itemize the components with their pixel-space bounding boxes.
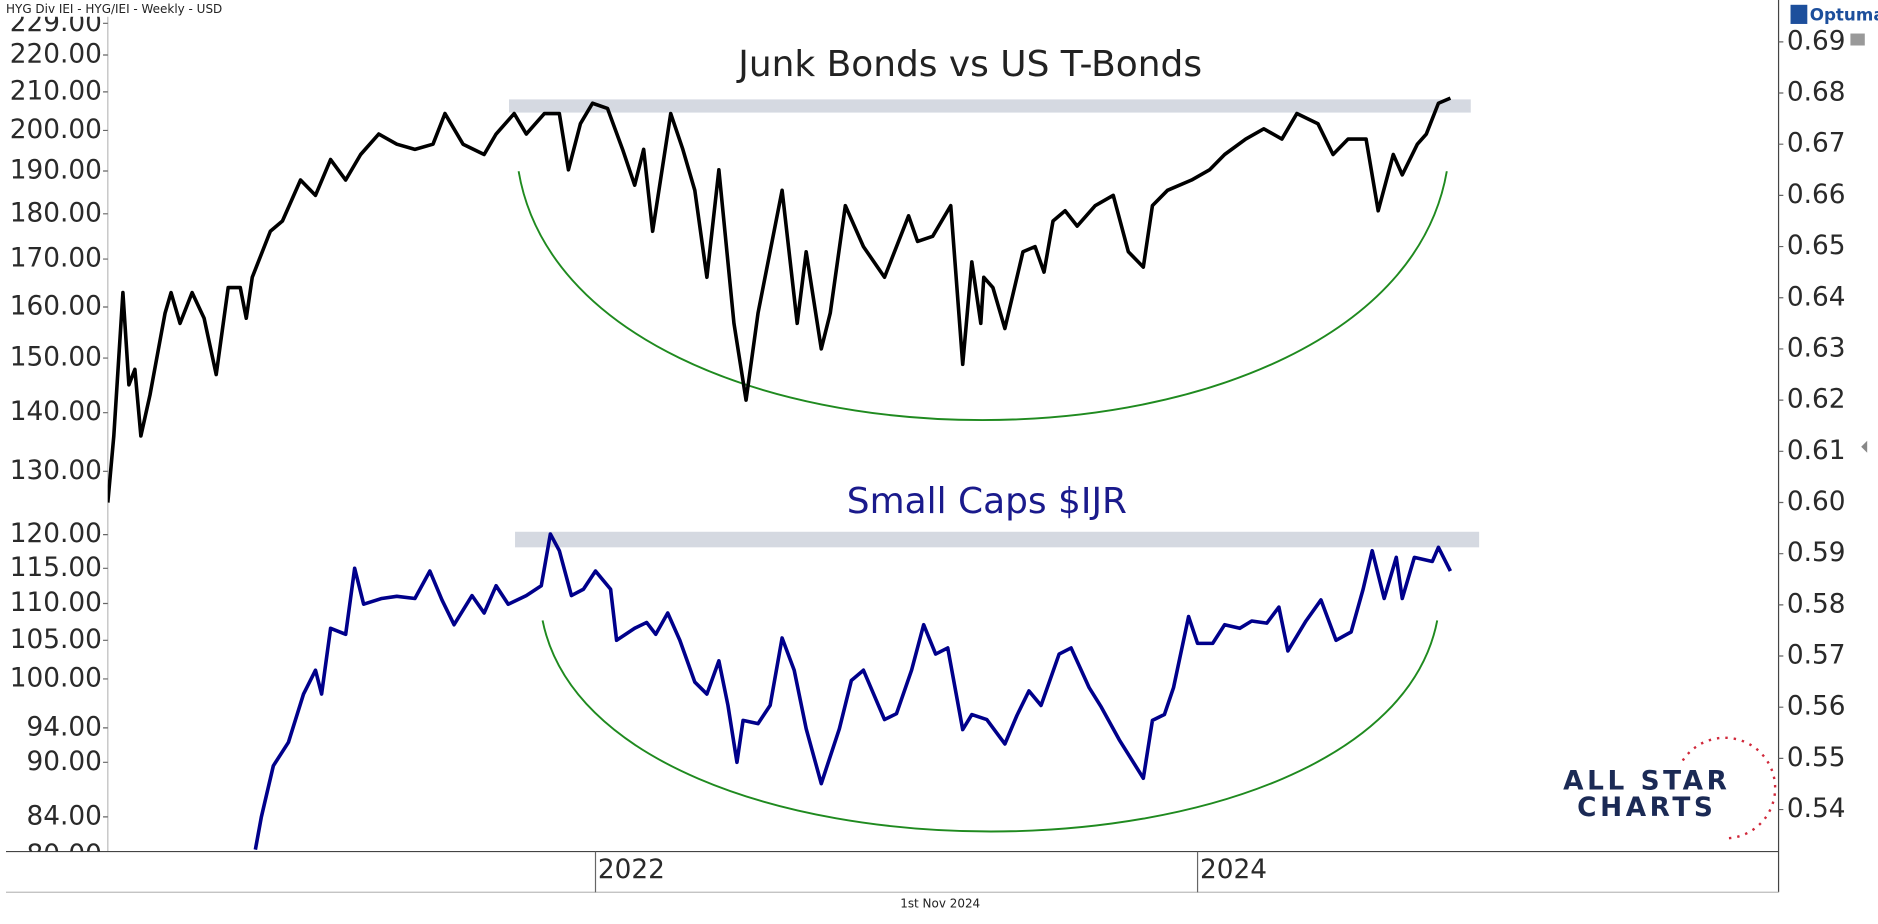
y2-tick-label: 0.59 [1787,538,1846,568]
y2-tick-label: 0.54 [1787,794,1846,824]
y2-tick-label: 0.60 [1787,487,1846,517]
series-line [253,532,1453,850]
y-tick-label: 190.00 [10,156,102,186]
y2-tick-label: 0.64 [1787,282,1846,312]
base-arc [541,620,1439,833]
y-tick-label: 110.00 [10,588,102,618]
y-tick-label: 100.00 [10,663,102,693]
y-tick-label: 120.00 [10,519,102,549]
y-tick-label: 140.00 [10,397,102,427]
series-line [107,96,1452,503]
y-tick-label: 150.00 [10,343,102,373]
y-tick-label: 80.00 [26,840,101,870]
y-tick-label: 180.00 [10,198,102,228]
y2-tick-label: 0.68 [1787,78,1846,108]
watermark: ALL STAR [1563,767,1730,797]
brand-icon [1790,4,1808,24]
y-tick-label: 200.00 [10,115,102,145]
y-tick-label: 160.00 [10,292,102,322]
collapse-arrow[interactable] [1861,440,1868,453]
y2-tick-label: 0.63 [1787,333,1846,363]
brand: Optuma [1810,5,1878,25]
y2-tick-label: 0.62 [1787,385,1846,415]
y-tick-label: 130.00 [10,456,102,486]
y2-tick-label: 0.58 [1787,589,1846,619]
base-arc [517,171,1448,421]
y-tick-label: 94.00 [26,712,101,742]
y-tick-label: 229.00 [10,8,102,38]
y-tick-label: 84.00 [26,801,101,831]
y2-tick-label: 0.66 [1787,180,1846,210]
y-tick-label: 170.00 [10,244,102,274]
y-tick-label: 115.00 [10,553,102,583]
footer-date: 1st Nov 2024 [900,897,980,911]
x-tick-label: 2022 [598,855,665,885]
y-tick-label: 90.00 [26,747,101,777]
y2-tick-label: 0.69 [1787,26,1846,56]
watermark: CHARTS [1577,793,1716,823]
lock-icon [1850,33,1865,46]
y2-tick-label: 0.55 [1787,743,1846,773]
y2-tick-label: 0.65 [1787,231,1846,261]
resistance-band [509,99,1471,113]
annotation: Junk Bonds vs US T-Bonds [736,44,1202,85]
y2-tick-label: 0.67 [1787,129,1846,159]
y2-tick-label: 0.57 [1787,641,1846,671]
y2-tick-label: 0.56 [1787,692,1846,722]
header: HYG Div IEI - HYG/IEI - Weekly - USD [6,2,222,16]
watermark-stars [1681,736,1777,840]
x-tick-label: 2024 [1200,855,1267,885]
resistance-band [515,531,1480,548]
y-tick-label: 220.00 [10,40,102,70]
y-tick-label: 210.00 [10,76,102,106]
y-tick-label: 105.00 [10,625,102,655]
annotation: Small Caps $IJR [847,481,1127,522]
y2-tick-label: 0.61 [1787,436,1846,466]
